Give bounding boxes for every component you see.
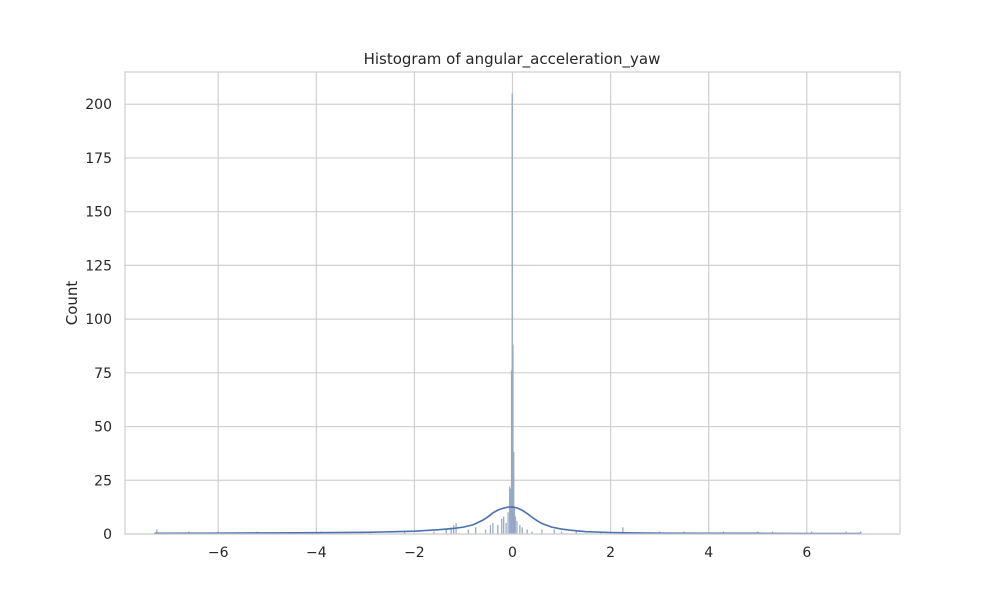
y-tick-label: 200 [85,97,112,113]
histogram-bar [475,527,477,535]
histogram-bar [501,518,503,535]
histogram-bar [489,525,492,535]
y-tick-label: 100 [85,312,112,328]
histogram-bar [503,516,505,535]
histogram-bar [514,516,517,535]
kde-line [154,506,861,535]
histogram-bar [497,525,499,535]
chart-title: Histogram of angular_acceleration_yaw [364,50,661,69]
x-tick-label: −6 [208,545,229,561]
y-tick-label: 150 [85,205,112,221]
y-axis-ticks: 0 25 50 75 100 125 150 175 200 [85,97,112,543]
histogram-bar [519,525,521,535]
x-tick-label: 6 [802,545,811,561]
x-tick-label: 0 [508,545,517,561]
y-tick-label: 50 [94,420,112,436]
histogram-bar [541,529,543,535]
y-tick-label: 125 [85,258,112,274]
histogram-bar [484,529,487,535]
histogram-bar [516,520,518,535]
histogram-bar [505,523,507,535]
x-tick-label: −4 [306,545,327,561]
histogram-bar [553,529,555,535]
y-tick-label: 175 [85,151,112,167]
x-axis-ticks: −6 −4 −2 0 2 4 6 [208,545,811,561]
y-tick-label: 25 [94,473,112,489]
histogram-bar [445,529,447,535]
histogram-bar [492,523,494,535]
histogram-bar [508,486,511,535]
plot-frame [124,71,901,535]
histogram-bar [521,527,523,535]
x-tick-label: −2 [404,545,425,561]
histogram-bar [467,529,469,535]
x-tick-label: 4 [704,545,713,561]
histogram-bar [526,529,528,535]
y-tick-label: 75 [94,366,112,382]
y-tick-label: 0 [103,527,112,543]
y-axis-label: Count [63,281,81,326]
histogram-bar [513,508,516,535]
histogram-bar [453,525,455,535]
x-tick-label: 2 [606,545,615,561]
histogram-bar [507,512,509,535]
histogram-bar [509,488,512,535]
